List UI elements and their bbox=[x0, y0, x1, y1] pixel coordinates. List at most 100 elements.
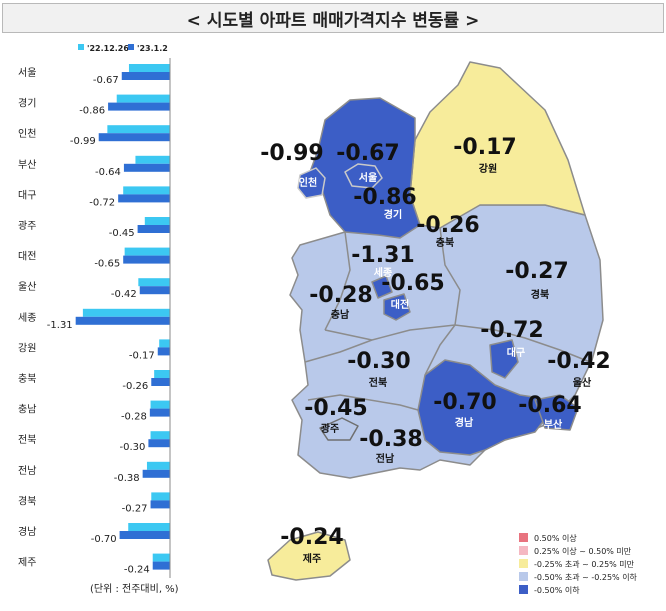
map-legend-label: -0.50% 이하 bbox=[534, 585, 580, 595]
region-shape-gangwon bbox=[409, 61, 586, 229]
category-label: 대구 bbox=[18, 189, 36, 201]
data-label: -0.28 bbox=[121, 412, 147, 423]
map-region-name: 세종 bbox=[374, 266, 392, 279]
region-shape-seoul bbox=[344, 163, 383, 189]
map-region-name: 경남 bbox=[455, 416, 474, 429]
chart-title: < 시도별 아파트 매매가격지수 변동률 > bbox=[2, 3, 664, 33]
category-label: 인천 bbox=[18, 128, 36, 140]
map-region-name: 충남 bbox=[331, 308, 350, 321]
bar bbox=[128, 64, 170, 72]
category-label: 부산 bbox=[18, 159, 36, 171]
data-label: -0.99 bbox=[70, 136, 96, 147]
map-region-name: 전북 bbox=[369, 376, 387, 389]
map-legend-label: -0.50% 초과 ~ -0.25% 이하 bbox=[534, 572, 638, 582]
category-label: 전북 bbox=[18, 434, 36, 446]
category-label: 광주 bbox=[18, 220, 36, 232]
data-label: -0.86 bbox=[79, 106, 105, 117]
map-value-label: -0.28 bbox=[309, 283, 372, 308]
map-value-label: -0.86 bbox=[353, 185, 416, 210]
region-shape-daejeon bbox=[383, 293, 411, 321]
data-label: -0.26 bbox=[122, 381, 148, 392]
bar bbox=[157, 347, 170, 356]
bar bbox=[159, 339, 170, 348]
map-legend-label: 0.25% 이상 ~ 0.50% 미만 bbox=[534, 546, 632, 556]
map-legend: 0.50% 이상 0.25% 이상 ~ 0.50% 미만 -0.25% 초과 ~ 0… bbox=[519, 533, 638, 595]
bar bbox=[98, 133, 170, 142]
bar bbox=[149, 408, 170, 417]
bar bbox=[150, 400, 170, 409]
map-region-name: 경기 bbox=[384, 208, 402, 221]
category-label: 경남 bbox=[18, 525, 36, 538]
bar bbox=[151, 378, 170, 386]
map-legend-label: -0.25% 초과 ~ 0.25% 미만 bbox=[534, 560, 635, 569]
region-shape-incheon bbox=[297, 167, 326, 199]
category-label: 서울 bbox=[18, 67, 36, 79]
map-legend-label: 0.50% 이상 bbox=[534, 533, 577, 543]
data-label: -0.27 bbox=[122, 503, 148, 514]
unit-note: (단위 : 전주대비, %) bbox=[90, 582, 179, 595]
map-shapes bbox=[267, 61, 604, 581]
category-label: 세종 bbox=[18, 312, 36, 324]
data-label: -0.42 bbox=[111, 289, 137, 300]
map-region-name: 울산 bbox=[573, 376, 592, 389]
map-value-label: -0.17 bbox=[453, 135, 516, 160]
map-value-label: -0.99 bbox=[260, 141, 323, 166]
category-label: 충북 bbox=[18, 373, 36, 385]
region-shape-gyeongnam bbox=[417, 359, 549, 456]
map-region-name: 대구 bbox=[507, 346, 525, 359]
bar bbox=[121, 72, 170, 80]
bar bbox=[123, 186, 170, 195]
data-label: -1.31 bbox=[47, 320, 73, 331]
region-shape-gwangju bbox=[319, 417, 359, 441]
bar bbox=[152, 561, 170, 570]
data-label: -0.67 bbox=[93, 75, 119, 86]
bar bbox=[123, 163, 170, 172]
category-label: 대전 bbox=[18, 251, 36, 263]
bar bbox=[138, 278, 170, 287]
map-region-name: 전남 bbox=[376, 452, 395, 465]
map-legend-swatch bbox=[519, 533, 528, 542]
bar bbox=[116, 94, 170, 103]
bar bbox=[108, 102, 170, 111]
bar bbox=[150, 431, 170, 440]
map-value-label: -0.30 bbox=[347, 349, 410, 374]
bar bbox=[128, 523, 170, 531]
legend-swatch bbox=[128, 44, 134, 50]
region-shape-jeju bbox=[267, 531, 351, 581]
map-value-label: -0.67 bbox=[336, 141, 399, 166]
bar bbox=[152, 553, 170, 562]
map-region-name: 충북 bbox=[436, 236, 454, 249]
map-region-name: 대전 bbox=[391, 298, 409, 311]
data-label: -0.30 bbox=[120, 442, 146, 453]
bar bbox=[82, 308, 170, 317]
bar bbox=[75, 316, 170, 325]
bar bbox=[135, 155, 170, 164]
map-legend-swatch bbox=[519, 546, 528, 555]
region-shape-daegu bbox=[489, 339, 519, 379]
chart-legend: '22.12.26 '23.1.2 bbox=[78, 44, 168, 53]
data-label: -0.65 bbox=[94, 259, 120, 270]
data-label: -0.64 bbox=[95, 167, 121, 178]
map-value-label: -0.45 bbox=[304, 396, 367, 421]
bar bbox=[154, 370, 170, 378]
map-value-label: -0.26 bbox=[416, 213, 479, 238]
map-value-label: -0.72 bbox=[480, 318, 543, 343]
map-region-name: 서울 bbox=[359, 171, 377, 184]
map-region-name: 강원 bbox=[479, 162, 497, 175]
region-borders bbox=[304, 227, 591, 411]
map-value-label: -0.42 bbox=[547, 349, 610, 374]
region-shape-sejong bbox=[371, 275, 393, 299]
bar bbox=[148, 439, 170, 448]
map-value-label: -0.27 bbox=[505, 259, 568, 284]
bar bbox=[107, 125, 170, 134]
category-label: 충남 bbox=[18, 404, 36, 416]
bar bbox=[151, 492, 170, 501]
map-value-label: -0.70 bbox=[433, 390, 496, 415]
legend-label: '23.1.2 bbox=[137, 44, 168, 53]
data-label: -0.38 bbox=[114, 473, 140, 484]
bar bbox=[118, 194, 170, 203]
data-label: -0.70 bbox=[91, 534, 117, 545]
